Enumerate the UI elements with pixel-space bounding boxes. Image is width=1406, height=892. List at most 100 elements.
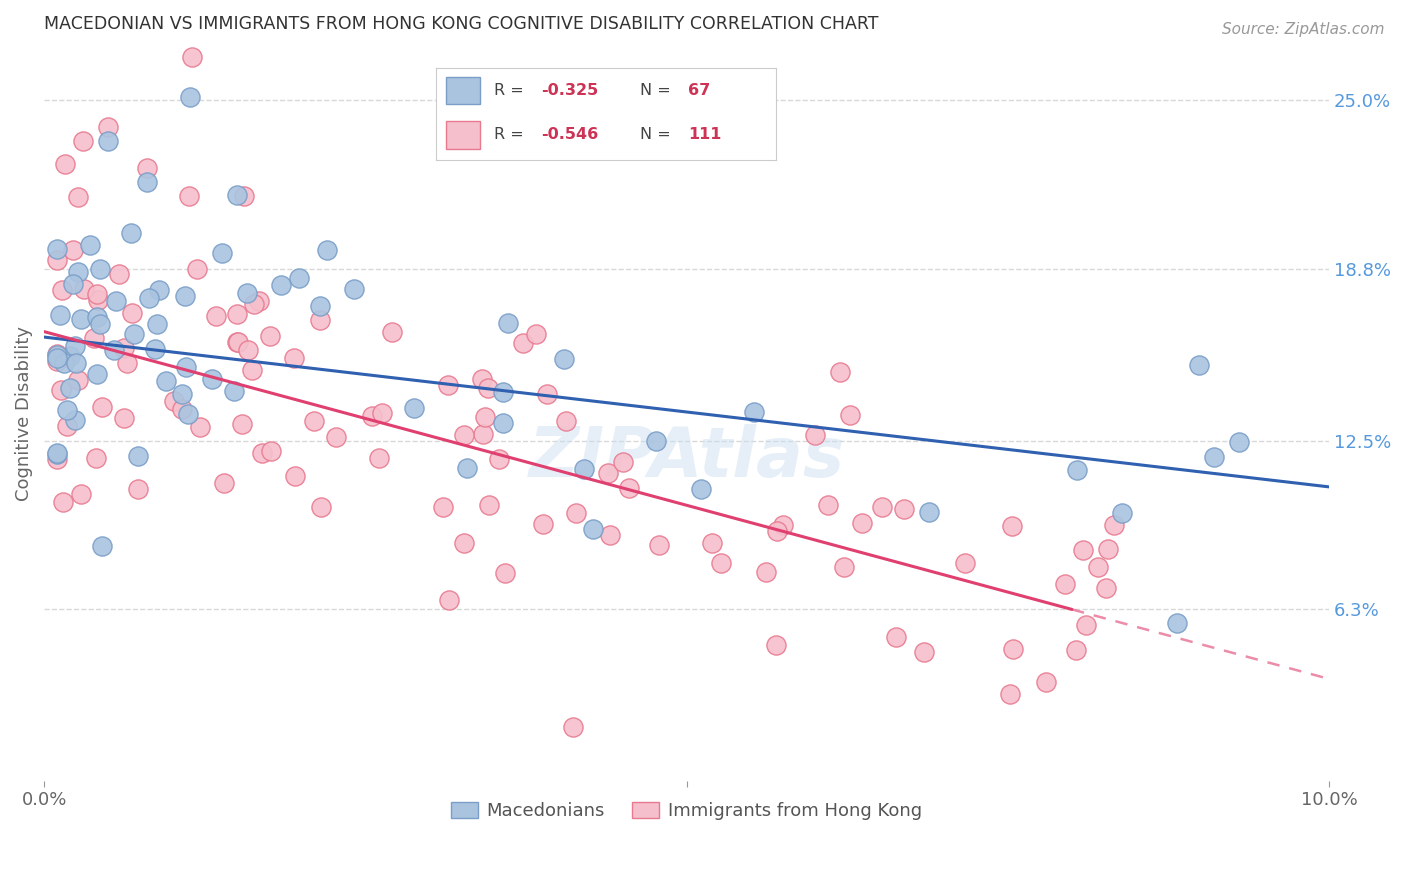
Point (702, 536, 724, 550)
Point (536, 386, 558, 401)
Point (86, 293, 108, 308)
Point (145, 342, 167, 356)
Point (598, 466, 620, 480)
Text: Source: ZipAtlas.com: Source: ZipAtlas.com (1222, 22, 1385, 37)
Point (146, 317, 169, 331)
Point (122, 327, 145, 342)
Point (105, 294, 128, 309)
Point (46, 445, 69, 459)
Point (918, 505, 941, 519)
Point (53, 157, 76, 171)
Point (1066, 642, 1088, 657)
Point (1087, 560, 1109, 574)
Point (115, 356, 138, 370)
Point (404, 401, 426, 416)
Point (599, 528, 621, 542)
Point (766, 524, 789, 538)
Point (72, 134, 94, 148)
Point (308, 299, 330, 313)
Point (231, 417, 253, 431)
Point (97, 134, 120, 148)
Point (86, 367, 108, 381)
Point (240, 363, 263, 377)
Point (381, 326, 404, 340)
Point (830, 365, 852, 379)
Point (49, 308, 72, 322)
Point (953, 556, 976, 570)
Point (494, 566, 516, 580)
Point (179, 90, 201, 104)
Point (148, 283, 170, 297)
Point (496, 317, 519, 331)
Point (315, 243, 337, 257)
Point (73, 282, 96, 296)
Point (524, 327, 547, 342)
Point (1188, 358, 1211, 372)
Point (243, 297, 266, 311)
Point (288, 271, 311, 285)
Point (1097, 541, 1119, 556)
Point (86, 287, 108, 301)
Point (1000, 687, 1022, 701)
Point (59, 381, 82, 395)
Point (1166, 616, 1188, 631)
Point (1066, 463, 1088, 477)
Point (456, 461, 478, 475)
Point (127, 482, 149, 496)
Point (225, 188, 247, 202)
Point (453, 536, 475, 550)
Point (46, 347, 69, 361)
Point (645, 434, 668, 449)
Point (172, 401, 194, 416)
Point (46, 242, 69, 256)
Point (163, 393, 186, 408)
Point (186, 262, 208, 277)
Point (89, 262, 111, 277)
Point (437, 593, 460, 607)
Point (582, 522, 605, 536)
Point (478, 499, 501, 513)
Point (63, 413, 86, 427)
Point (177, 407, 200, 421)
Point (1094, 582, 1116, 596)
Point (67, 189, 90, 203)
Point (492, 385, 515, 400)
Point (252, 446, 274, 460)
Point (368, 450, 391, 465)
Point (432, 500, 454, 514)
Point (453, 428, 475, 442)
Point (70, 487, 93, 501)
Point (437, 378, 460, 392)
Point (86, 451, 108, 466)
Point (46, 348, 69, 362)
Point (46, 446, 69, 460)
Point (59, 349, 82, 363)
Point (360, 409, 382, 423)
Y-axis label: Cognitive Disability: Cognitive Disability (15, 326, 32, 500)
Point (1001, 518, 1024, 533)
Point (884, 630, 907, 644)
Point (574, 461, 596, 475)
Point (174, 360, 197, 375)
Point (67, 265, 90, 279)
Point (46, 452, 69, 467)
Point (893, 502, 915, 516)
Point (270, 278, 292, 293)
Point (121, 306, 143, 320)
Point (283, 351, 305, 365)
Point (181, 50, 204, 64)
Point (205, 309, 228, 323)
Point (512, 335, 534, 350)
Text: ZIPAtlas: ZIPAtlas (529, 424, 845, 491)
Point (103, 343, 125, 357)
Point (232, 189, 254, 203)
Point (851, 516, 873, 530)
Point (211, 246, 233, 260)
Point (89, 317, 111, 331)
Point (56, 419, 79, 434)
Point (127, 449, 149, 463)
Point (188, 420, 211, 434)
Point (914, 645, 936, 659)
Point (1035, 674, 1057, 689)
Point (90, 539, 112, 553)
